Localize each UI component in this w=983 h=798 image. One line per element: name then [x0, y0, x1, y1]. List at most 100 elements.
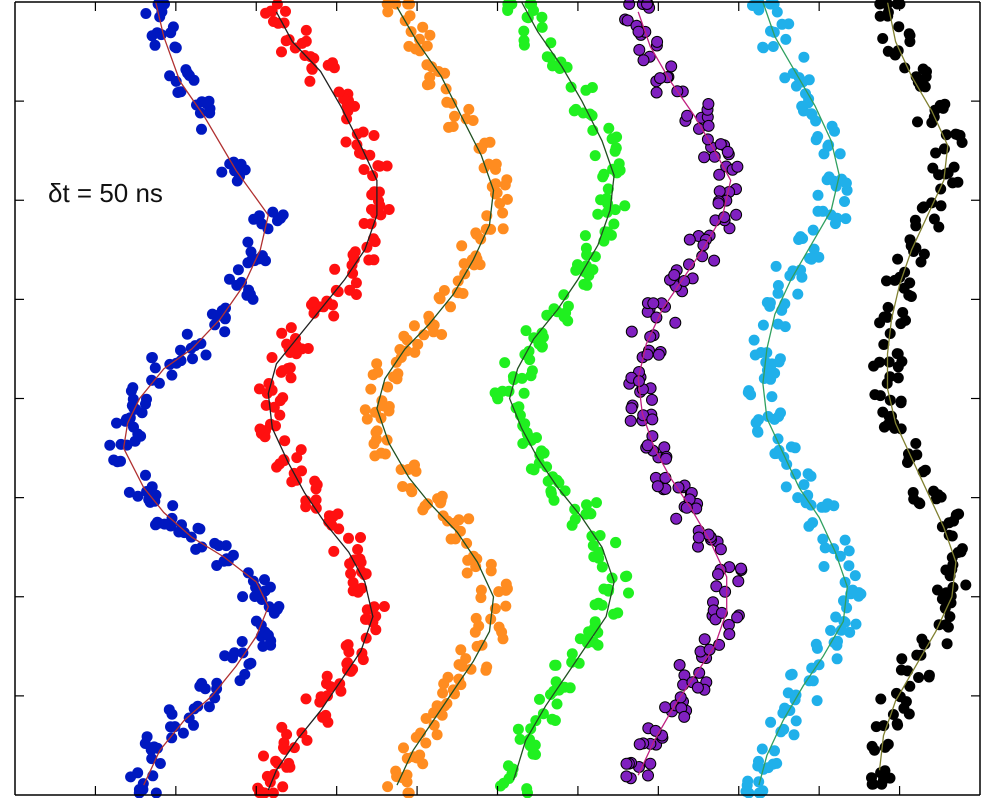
marker-2-17-6: [462, 554, 474, 566]
marker-4-1-7: [632, 25, 645, 38]
marker-1-6-6: [373, 195, 384, 207]
data-point-1-11: [266, 343, 297, 384]
data-point-5-22: [752, 743, 783, 775]
marker-6-19-2: [895, 664, 907, 676]
marker-0-1-0: [149, 39, 161, 51]
marker-3-13-4: [531, 432, 542, 444]
marker-2-13-2: [379, 448, 391, 460]
marker-3-7-6: [580, 242, 592, 254]
data-point-5-17: [838, 570, 867, 607]
data-point-5-9: [757, 297, 791, 333]
marker-5-2-0: [798, 51, 810, 63]
marker-1-18-5: [356, 582, 368, 594]
marker-1-14-5: [291, 452, 303, 464]
marker-6-11-2: [892, 372, 904, 384]
marker-2-16-7: [449, 517, 460, 529]
marker-0-23-2: [177, 727, 189, 739]
marker-2-16-3: [463, 513, 475, 525]
marker-6-15-4: [943, 517, 955, 529]
data-point-3-1: [518, 11, 557, 51]
data-point-4-20: [673, 659, 713, 696]
marker-0-9-0: [175, 344, 186, 356]
data-point-0-20: [236, 619, 277, 652]
marker-5-7-6: [793, 234, 805, 245]
marker-3-10-5: [536, 340, 548, 352]
marker-3-1-4: [518, 39, 530, 51]
marker-0-21-3: [243, 658, 255, 670]
marker-5-21-1: [790, 715, 802, 727]
data-point-6-20: [875, 680, 916, 720]
marker-6-12-6: [889, 422, 901, 434]
marker-0-13-2: [104, 439, 116, 451]
marker-2-10-6: [394, 344, 406, 355]
marker-6-14-6: [930, 493, 942, 505]
marker-6-10-4: [878, 339, 890, 350]
data-point-0-13: [104, 428, 144, 468]
marker-3-5-3: [598, 168, 610, 180]
data-point-0-5: [248, 206, 289, 235]
marker-4-5-5: [731, 160, 744, 173]
marker-1-3-6: [333, 86, 345, 98]
data-point-1-0: [260, 0, 291, 29]
marker-0-22-1: [203, 701, 215, 713]
marker-3-14-4: [528, 464, 540, 476]
marker-3-7-1: [579, 230, 591, 242]
data-point-4-6: [709, 194, 743, 235]
data-point-4-1: [632, 25, 664, 67]
marker-3-3-1: [586, 82, 598, 93]
marker-5-16-2: [843, 560, 855, 572]
marker-3-16-1: [591, 497, 602, 509]
marker-5-12-6: [752, 425, 763, 437]
data-point-6-1: [877, 21, 916, 61]
marker-0-10-5: [171, 357, 182, 369]
marker-3-16-4: [580, 508, 592, 520]
data-point-3-9: [541, 289, 574, 327]
marker-0-9-2: [187, 353, 198, 365]
marker-1-5-4: [358, 164, 370, 175]
marker-6-11-7: [895, 395, 907, 407]
marker-0-15-5: [167, 500, 179, 512]
marker-2-19-7: [470, 612, 482, 624]
data-point-2-11: [365, 358, 404, 395]
marker-0-4-5: [216, 166, 228, 178]
marker-6-19-4: [923, 671, 935, 683]
marker-1-14-7: [278, 455, 290, 467]
marker-0-14-7: [123, 486, 135, 498]
marker-5-15-5: [807, 517, 819, 529]
marker-1-1-7: [276, 46, 287, 58]
marker-4-5-7: [713, 185, 726, 198]
marker-5-20-6: [803, 675, 815, 687]
marker-1-17-5: [355, 532, 366, 543]
marker-0-9-6: [181, 328, 193, 340]
data-point-2-1: [403, 21, 436, 57]
marker-4-20-5: [673, 659, 686, 671]
marker-6-13-4: [919, 464, 931, 476]
data-point-4-15: [670, 487, 704, 525]
data-point-0-17: [209, 537, 239, 571]
marker-2-3-7: [467, 115, 479, 126]
marker-1-15-7: [286, 476, 298, 488]
marker-5-19-6: [831, 639, 843, 651]
marker-2-1-4: [414, 45, 426, 57]
marker-2-16-2: [445, 533, 457, 545]
marker-1-6-2: [365, 218, 377, 230]
marker-1-21-7: [345, 665, 357, 677]
data-point-6-21: [866, 718, 904, 756]
marker-1-21-6: [321, 670, 333, 682]
marker-6-18-7: [944, 611, 956, 623]
marker-4-23-6: [642, 769, 654, 782]
marker-6-5-3: [947, 177, 959, 189]
marker-5-2-7: [787, 67, 799, 79]
marker-0-22-7: [194, 680, 206, 692]
marker-1-13-7: [265, 418, 276, 430]
marker-4-12-7: [646, 413, 659, 426]
data-point-0-15: [149, 495, 179, 532]
data-point-5-15: [800, 497, 840, 532]
marker-6-20-2: [903, 708, 915, 720]
marker-1-17-7: [343, 532, 354, 544]
data-point-6-2: [899, 62, 932, 93]
data-point-0-25: [125, 767, 162, 798]
data-point-5-7: [793, 224, 825, 265]
marker-4-4-5: [698, 151, 711, 164]
